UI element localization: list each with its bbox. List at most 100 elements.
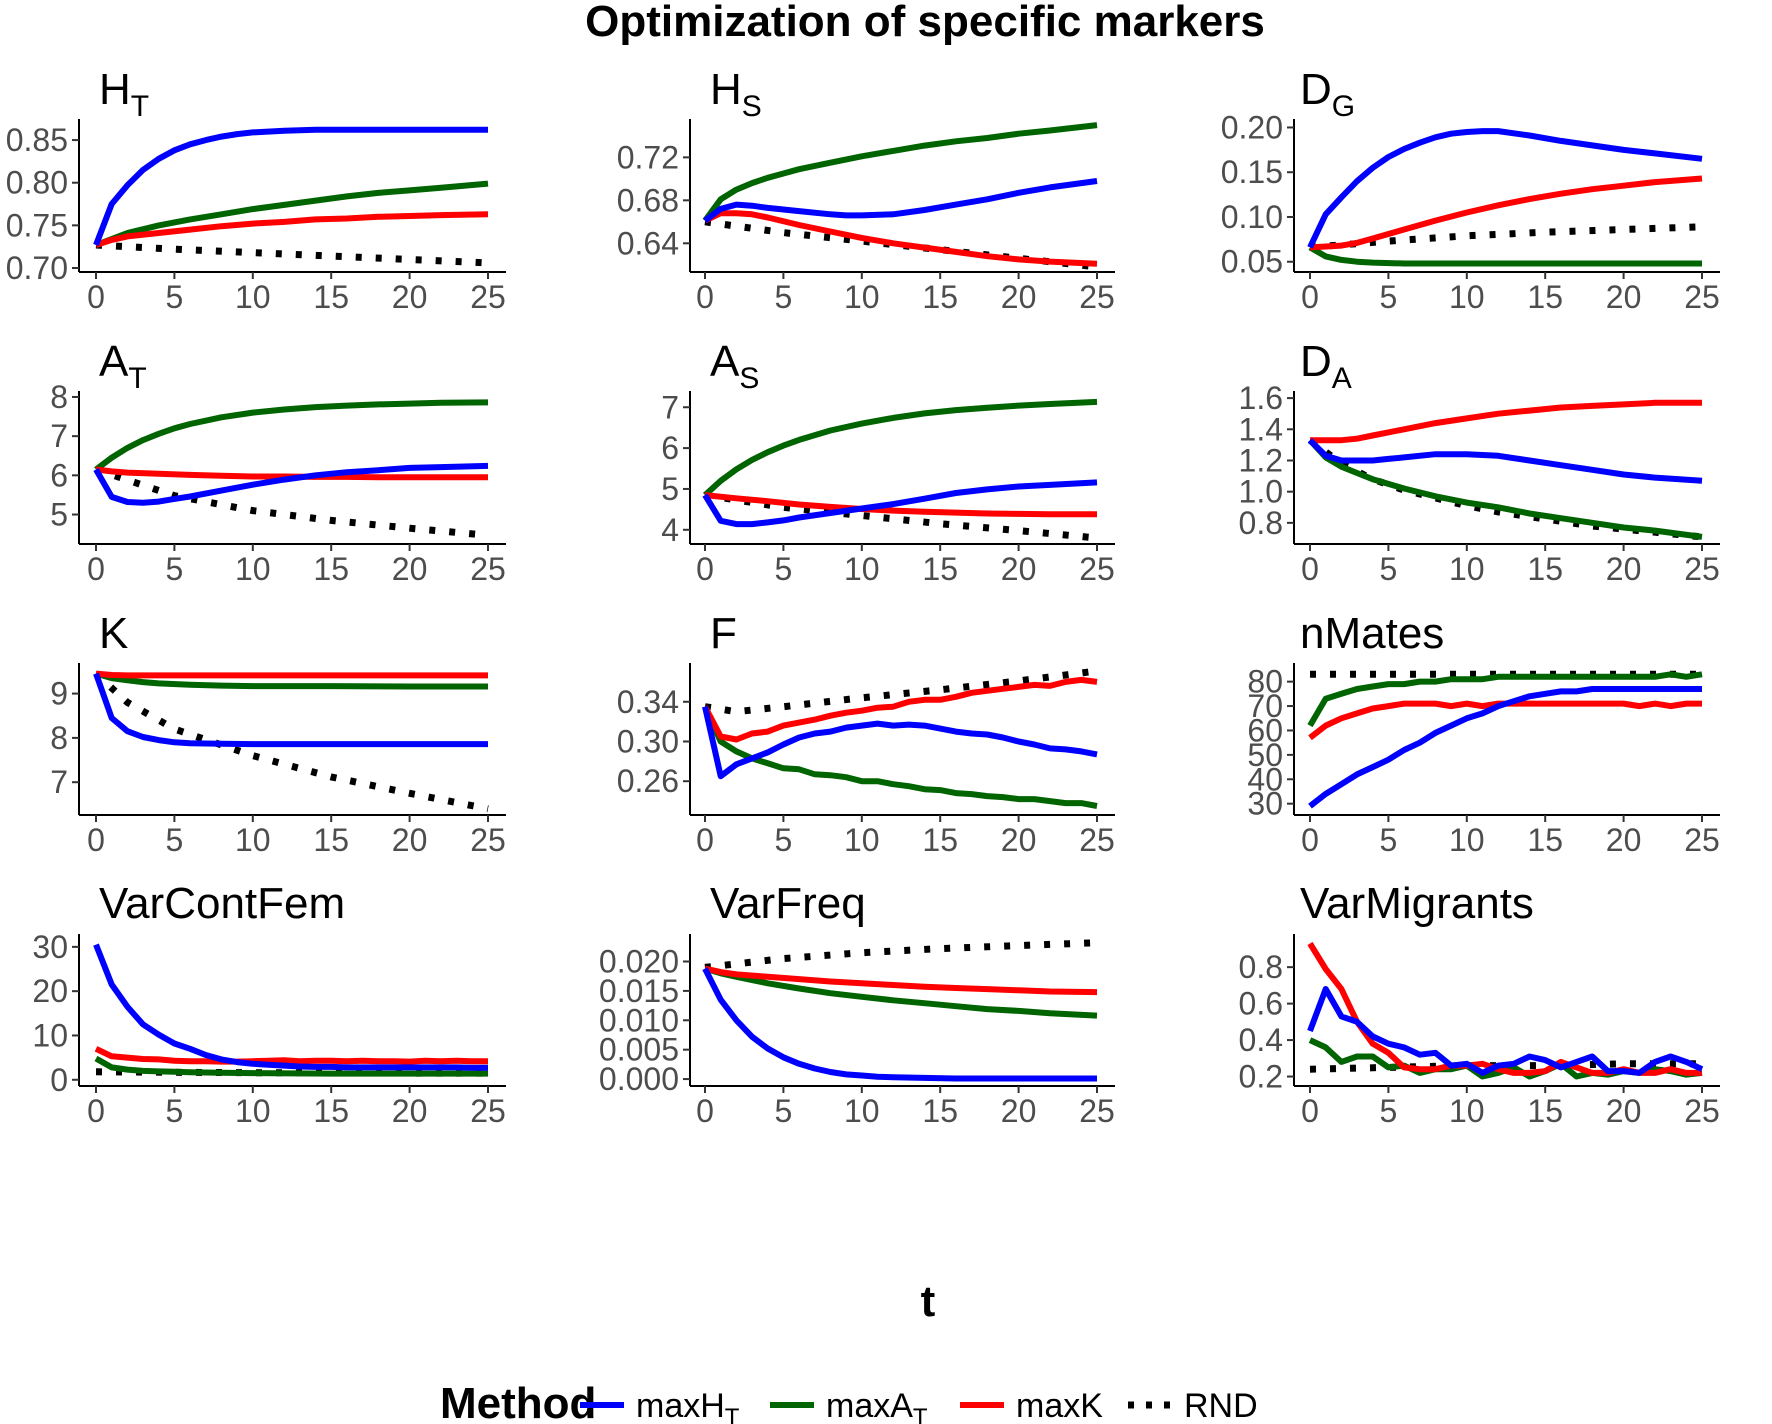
- x-tick-label: 20: [1606, 551, 1642, 587]
- y-tick-label: 0.000: [599, 1061, 679, 1097]
- x-tick-label: 10: [1449, 1093, 1485, 1129]
- x-tick-label: 25: [1684, 279, 1720, 315]
- y-tick-label: 8: [50, 379, 68, 415]
- series-line-maxHT: [93, 462, 489, 506]
- series-line-maxAT: [95, 670, 488, 690]
- x-tick-label: 5: [166, 551, 184, 587]
- x-tick-label: 20: [1001, 822, 1037, 858]
- x-tick-label: 15: [922, 822, 958, 858]
- x-tick-label: 25: [1684, 1093, 1720, 1129]
- x-tick-label: 20: [1606, 279, 1642, 315]
- series-line-RND: [704, 939, 1098, 971]
- y-tick-label: 0.64: [617, 225, 679, 261]
- series-line-RND: [1309, 223, 1703, 251]
- x-tick-label: 10: [1449, 551, 1485, 587]
- series-line-RND: [95, 241, 489, 267]
- y-tick-label: 40: [1247, 761, 1283, 797]
- x-tick-label: 0: [1301, 822, 1319, 858]
- panel-8: F 0.26 0.300.34 0 5 10 15 20 25: [617, 609, 1115, 858]
- y-tick-label: 0.70: [6, 250, 68, 286]
- panel-title: HS: [710, 65, 762, 123]
- x-tick-label: 15: [1527, 822, 1563, 858]
- x-tick-label: 10: [235, 279, 271, 315]
- x-tick-label: 20: [392, 551, 428, 587]
- x-tick-label: 5: [775, 1093, 793, 1129]
- x-tick-label: 15: [313, 279, 349, 315]
- series-line-maxAT: [1307, 438, 1703, 540]
- y-tick-label: 80: [1247, 664, 1283, 700]
- x-tick-label: 5: [1380, 822, 1398, 858]
- series-line-maxK: [1309, 175, 1703, 251]
- y-tick-label: 0.015: [599, 973, 679, 1009]
- panel-2: HS 0.64 0.68 0.72 0 5 10 15 20 25: [617, 65, 1115, 315]
- x-tick-label: 10: [235, 551, 271, 587]
- x-tick-label: 15: [313, 822, 349, 858]
- panel-title: K: [99, 609, 128, 658]
- y-tick-label: 4: [661, 512, 679, 548]
- panel-7: K 7 8 9 0 5 10 15 20 25: [50, 609, 506, 858]
- y-tick-label: 0: [50, 1062, 68, 1098]
- x-tick-label: 10: [1449, 822, 1485, 858]
- series-line-maxHT: [1307, 438, 1703, 484]
- series-line-maxAT: [1308, 244, 1702, 267]
- x-tick-label: 10: [844, 822, 880, 858]
- y-tick-label: 1.4: [1239, 411, 1283, 447]
- y-tick-label: 0.30: [617, 723, 679, 759]
- y-tick-label: 0.05: [1221, 244, 1283, 280]
- x-tick-label: 20: [1001, 1093, 1037, 1129]
- series-line-maxK: [1307, 941, 1702, 1076]
- x-axis-title: t: [921, 1277, 936, 1326]
- x-tick-label: 15: [922, 279, 958, 315]
- x-tick-label: 10: [1449, 279, 1485, 315]
- x-tick-label: 15: [313, 551, 349, 587]
- series-line-maxK: [704, 492, 1097, 518]
- series-line-maxK: [95, 466, 488, 481]
- series-line-RND: [1307, 437, 1703, 541]
- series-line-maxAT: [94, 399, 489, 472]
- x-tick-label: 25: [1079, 1093, 1115, 1129]
- y-tick-label: 0.020: [599, 944, 679, 980]
- y-tick-label: 7: [50, 418, 68, 454]
- series-line-maxHT: [1308, 686, 1702, 809]
- y-tick-label: 50: [1247, 737, 1283, 773]
- y-tick-label: 0.72: [617, 139, 679, 175]
- y-tick-label: 5: [661, 471, 679, 507]
- panel-10: VarContFem 0 10 20 30 0 5 10 15 20 25: [32, 879, 506, 1129]
- y-tick-label: 0.26: [617, 763, 679, 799]
- panel-3: DG 0.05 0.10 0.15 0.20 0 5 10 15 20 25: [1221, 65, 1720, 315]
- series-line-RND: [1309, 1060, 1702, 1073]
- x-tick-label: 0: [696, 1093, 714, 1129]
- chart-title: Optimization of specific markers: [585, 0, 1265, 46]
- series-line-maxAT: [704, 965, 1098, 1019]
- series-line-maxAT: [94, 1055, 488, 1077]
- panel-title: VarContFem: [99, 879, 345, 928]
- x-tick-label: 10: [844, 551, 880, 587]
- legend-title: Method: [440, 1379, 596, 1424]
- series-line-maxHT: [93, 126, 488, 247]
- y-tick-label: 7: [661, 389, 679, 425]
- panel-title: F: [710, 609, 737, 658]
- y-tick-label: 9: [50, 676, 68, 712]
- x-tick-label: 0: [1301, 279, 1319, 315]
- x-tick-label: 10: [235, 1093, 271, 1129]
- y-tick-label: 0.8: [1239, 505, 1283, 541]
- y-tick-label: 5: [50, 497, 68, 533]
- series-line-maxAT: [702, 398, 1098, 498]
- series-line-maxHT: [1307, 986, 1704, 1076]
- series-line-maxHT: [702, 479, 1098, 528]
- x-tick-label: 15: [1527, 551, 1563, 587]
- y-tick-label: 0.75: [6, 207, 68, 243]
- series-line-maxAT: [1307, 671, 1703, 728]
- panel-title: AT: [99, 337, 147, 395]
- x-tick-label: 5: [1380, 1093, 1398, 1129]
- y-tick-label: 30: [32, 929, 68, 965]
- panel-6: DA 0.81.01.21.41.6 0 5 10 15 20 25: [1239, 337, 1720, 587]
- x-tick-label: 25: [470, 1093, 506, 1129]
- series-line-maxHT: [93, 943, 488, 1071]
- x-tick-label: 0: [696, 279, 714, 315]
- series-line-RND: [94, 466, 489, 539]
- y-tick-label: 0.10: [1221, 199, 1283, 235]
- x-tick-label: 10: [235, 822, 271, 858]
